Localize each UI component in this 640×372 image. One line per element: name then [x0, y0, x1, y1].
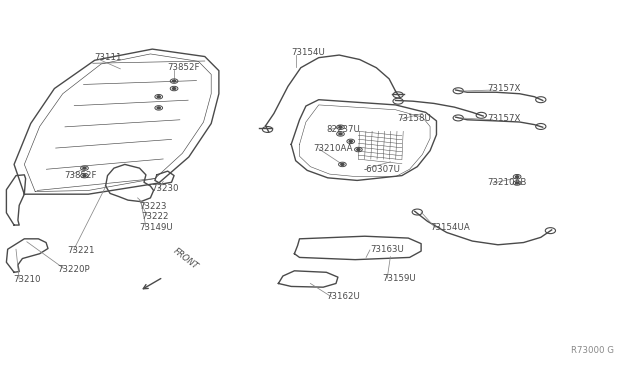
Text: 82237U: 82237U — [326, 125, 360, 134]
Text: 73111: 73111 — [95, 53, 122, 62]
Text: 73154UA: 73154UA — [430, 223, 470, 232]
Text: 73162U: 73162U — [326, 292, 360, 301]
Text: 73163U: 73163U — [370, 245, 404, 254]
Text: 73230: 73230 — [151, 185, 179, 193]
Text: FRONT: FRONT — [172, 246, 200, 271]
Circle shape — [516, 182, 519, 184]
Text: 73210: 73210 — [13, 275, 40, 284]
Text: 73852F: 73852F — [168, 63, 200, 72]
Circle shape — [157, 96, 160, 98]
Circle shape — [173, 80, 175, 82]
Text: -60307U: -60307U — [364, 165, 401, 174]
Text: 73210AA: 73210AA — [314, 144, 353, 153]
Text: 73223: 73223 — [140, 202, 167, 211]
Circle shape — [83, 167, 86, 169]
Circle shape — [157, 107, 160, 109]
Text: 73154U: 73154U — [291, 48, 325, 57]
Circle shape — [339, 126, 342, 128]
Text: 73159U: 73159U — [383, 274, 417, 283]
Text: 73157X: 73157X — [488, 114, 521, 123]
Text: 73157X: 73157X — [488, 84, 521, 93]
Circle shape — [516, 176, 519, 177]
Circle shape — [341, 163, 344, 165]
Text: R73000 G: R73000 G — [572, 346, 614, 355]
Circle shape — [339, 133, 342, 135]
Text: 73149U: 73149U — [140, 223, 173, 232]
Text: 73852F: 73852F — [64, 171, 97, 180]
Text: 73210AB: 73210AB — [488, 178, 527, 187]
Circle shape — [173, 87, 175, 89]
Circle shape — [349, 140, 353, 142]
Circle shape — [357, 148, 360, 150]
Text: 73222: 73222 — [141, 212, 168, 221]
Text: 73220P: 73220P — [58, 265, 90, 274]
Text: 73221: 73221 — [67, 246, 95, 255]
Circle shape — [83, 174, 86, 177]
Text: 73158U: 73158U — [397, 114, 431, 123]
